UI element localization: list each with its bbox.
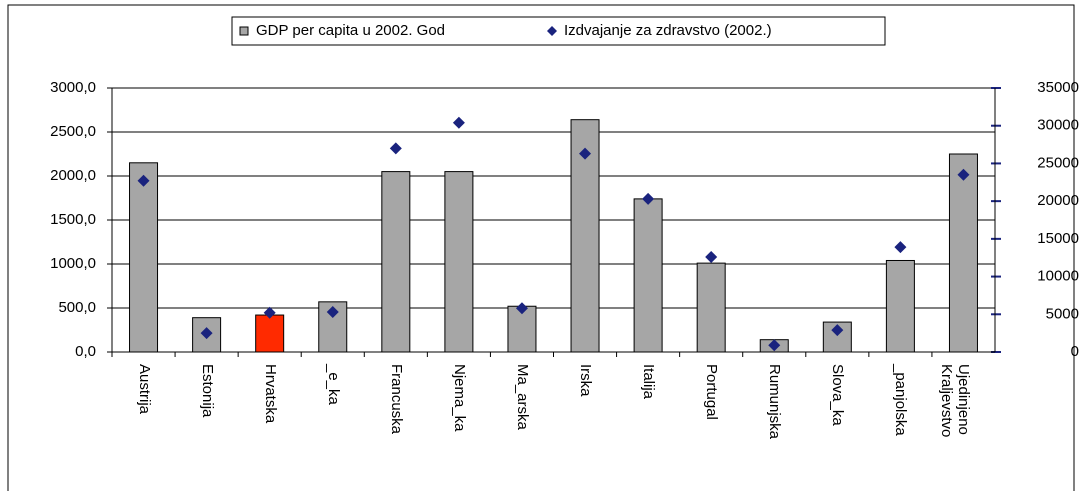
y2-tick-label: 0 <box>1071 343 1079 360</box>
bar <box>255 314 285 353</box>
legend-label: Izdvajanje za zdravstvo (2002.) <box>564 22 772 39</box>
legend-swatch <box>547 26 557 36</box>
marker <box>705 250 718 263</box>
marker <box>894 241 907 254</box>
marker <box>515 302 528 315</box>
x-tick-label: Rumunjska <box>766 364 784 440</box>
x-tick-label: _e_ka <box>324 364 342 405</box>
chart-border <box>7 4 1075 491</box>
legend-box <box>231 16 886 46</box>
y-tick-label: 2000,0 <box>50 167 96 184</box>
marker <box>768 339 781 352</box>
legend-swatch <box>239 26 249 36</box>
x-tick-label: Italija <box>640 364 658 400</box>
x-tick-label: Francuska <box>387 364 405 435</box>
marker <box>642 192 655 205</box>
marker <box>579 147 592 160</box>
x-tick-label: Njema_ka <box>450 364 468 432</box>
y2-tick-label: 25000 <box>1037 154 1079 171</box>
bar <box>633 198 663 353</box>
y2-tick-label: 5000 <box>1046 305 1079 322</box>
marker <box>452 116 465 129</box>
y2-tick-label: 20000 <box>1037 192 1079 209</box>
bar <box>381 171 411 353</box>
x-tick-label: _panjolska <box>892 364 910 436</box>
marker <box>200 327 213 340</box>
y-tick-label: 500,0 <box>58 299 96 316</box>
y2-tick-label: 30000 <box>1037 117 1079 134</box>
marker <box>263 306 276 319</box>
y-tick-label: 1000,0 <box>50 255 96 272</box>
x-tick-label: Austrija <box>135 364 153 415</box>
x-tick-label: Ma_arska <box>513 364 531 430</box>
marker <box>831 324 844 337</box>
x-tick-label: Irska <box>577 364 595 397</box>
bar <box>696 262 726 353</box>
y-tick-label: 3000,0 <box>50 79 96 96</box>
x-tick-label: Hrvatska <box>261 364 279 424</box>
x-tick-label: Portugal <box>703 364 721 420</box>
y2-tick-label: 35000 <box>1037 79 1079 96</box>
marker <box>957 168 970 181</box>
y2-tick-label: 10000 <box>1037 268 1079 285</box>
x-tick-label: Estonija <box>198 364 216 418</box>
bar <box>948 153 978 353</box>
x-tick-label: Ujedinjeno Kraljevstvo <box>938 364 973 438</box>
bar <box>444 171 474 353</box>
marker <box>137 174 150 187</box>
bar <box>885 259 915 353</box>
y2-tick-label: 15000 <box>1037 230 1079 247</box>
bar <box>129 162 159 353</box>
marker <box>326 306 339 319</box>
marker <box>389 142 402 155</box>
y-tick-label: 1500,0 <box>50 211 96 228</box>
x-tick-label: Slova_ka <box>829 364 847 426</box>
y-tick-label: 2500,0 <box>50 123 96 140</box>
y-tick-label: 0,0 <box>75 343 96 360</box>
legend-label: GDP per capita u 2002. God <box>256 22 445 39</box>
